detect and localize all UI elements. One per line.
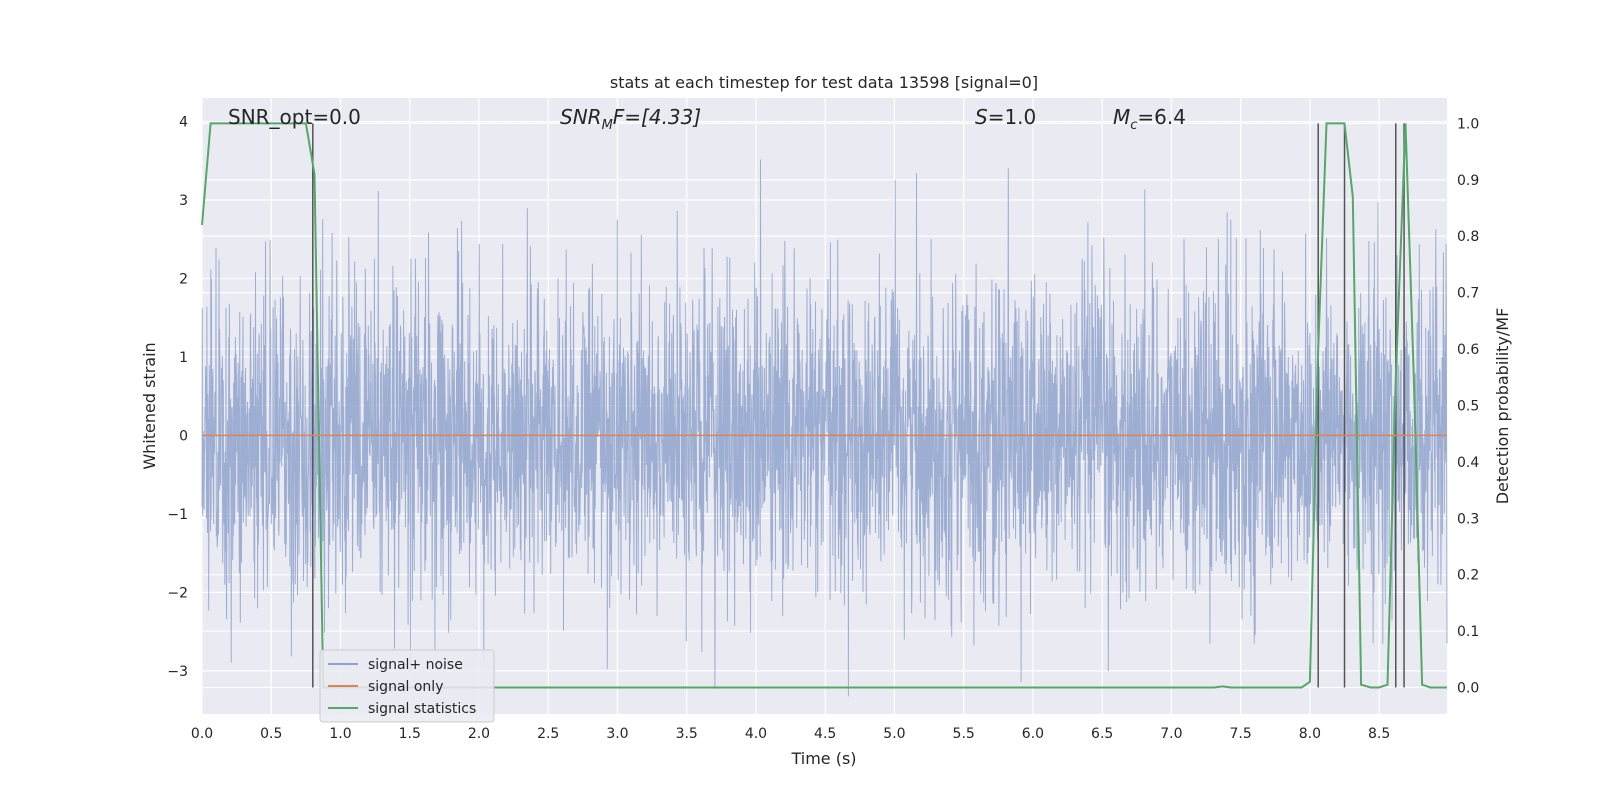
x-tick-label: 0.0 — [191, 726, 213, 742]
legend-label-signal-noise: signal+ noise — [368, 657, 463, 673]
signal-statistics-series — [201, 122, 1447, 689]
x-axis-label: Time (s) — [790, 749, 856, 768]
s-label: S — [975, 105, 988, 129]
y-right-tick-label: 0.4 — [1457, 455, 1479, 471]
y-right-tick-label: 0.3 — [1457, 511, 1479, 527]
s-annotation: S=1.0 — [975, 105, 1036, 129]
y-left-tick-label: 4 — [179, 115, 188, 131]
s-value: =1.0 — [988, 105, 1037, 129]
legend: signal+ noise signal only signal statist… — [319, 649, 495, 723]
snr-mf-rest: F=[4.33] — [613, 105, 701, 129]
y-left-tick-label: −2 — [167, 585, 188, 601]
x-tick-label: 6.0 — [1022, 726, 1044, 742]
y-left-tick-label: 3 — [179, 193, 188, 209]
signal-noise-line — [201, 159, 1448, 697]
snr-mf-sub: M — [602, 118, 613, 133]
y-right-tick-label: 0.5 — [1457, 398, 1479, 414]
x-tick-label: 1.0 — [329, 726, 351, 742]
legend-label-signal-statistics: signal statistics — [368, 701, 476, 717]
legend-box — [319, 649, 495, 723]
plot-area — [201, 122, 1448, 697]
signal-noise-series — [201, 159, 1448, 697]
y-right-tick-label: 0.0 — [1457, 680, 1479, 696]
y-right-tick-label: 0.2 — [1457, 568, 1479, 584]
x-tick-label: 7.5 — [1230, 726, 1252, 742]
x-tick-label: 3.0 — [606, 726, 628, 742]
x-tick-label: 1.5 — [399, 726, 421, 742]
y-axis-right-label: Detection probability/MF — [1493, 308, 1512, 505]
y-left-tick-label: −3 — [167, 664, 188, 680]
snr-mf-annotation: SNRMF=[4.33] — [560, 105, 701, 133]
mc-annotation: Mc=6.4 — [1113, 105, 1186, 133]
x-tick-label: 5.5 — [953, 726, 975, 742]
y-left-tick-label: 0 — [179, 428, 188, 444]
snr-mf-base: SNR — [560, 105, 602, 129]
snr-opt-annotation: SNR_opt=0.0 — [228, 105, 361, 129]
y-right-tick-label: 0.1 — [1457, 624, 1479, 640]
mc-base: M — [1113, 105, 1130, 129]
x-tick-label: 2.5 — [537, 726, 559, 742]
x-tick-label: 8.0 — [1299, 726, 1321, 742]
x-tick-label: 0.5 — [260, 726, 282, 742]
x-tick-label: 3.5 — [676, 726, 698, 742]
x-tick-label: 4.0 — [745, 726, 767, 742]
mc-sub: c — [1130, 118, 1137, 133]
y-left-tick-label: 1 — [179, 350, 188, 366]
x-tick-label: 6.5 — [1091, 726, 1113, 742]
signal-statistics-line — [201, 122, 1447, 689]
y-left-tick-label: −1 — [167, 507, 188, 523]
x-tick-label: 5.0 — [883, 726, 905, 742]
y-right-tick-label: 0.6 — [1457, 342, 1479, 358]
x-tick-label: 4.5 — [814, 726, 836, 742]
x-tick-label: 2.0 — [468, 726, 490, 742]
chart-title: stats at each timestep for test data 135… — [610, 73, 1038, 92]
x-tick-label: 7.0 — [1160, 726, 1182, 742]
y-axis-left-label: Whitened strain — [140, 342, 159, 469]
tick-labels: 0.0 0.5 1.0 1.5 2.0 2.5 3.0 3.5 4.0 4.5 5.0 5.5 6.0 6… — [167, 115, 1479, 742]
y-right-tick-label: 0.7 — [1457, 286, 1479, 302]
y-right-tick-label: 0.8 — [1457, 229, 1479, 245]
x-tick-label: 8.5 — [1368, 726, 1390, 742]
legend-label-signal-only: signal only — [368, 679, 443, 695]
mc-value: =6.4 — [1137, 105, 1186, 129]
y-left-tick-label: 2 — [179, 271, 188, 287]
y-right-tick-label: 1.0 — [1457, 116, 1479, 132]
y-right-tick-label: 0.9 — [1457, 173, 1479, 189]
annotations: SNR_opt=0.0 SNRMF=[4.33] S=1.0 Mc=6.4 — [228, 105, 1186, 133]
